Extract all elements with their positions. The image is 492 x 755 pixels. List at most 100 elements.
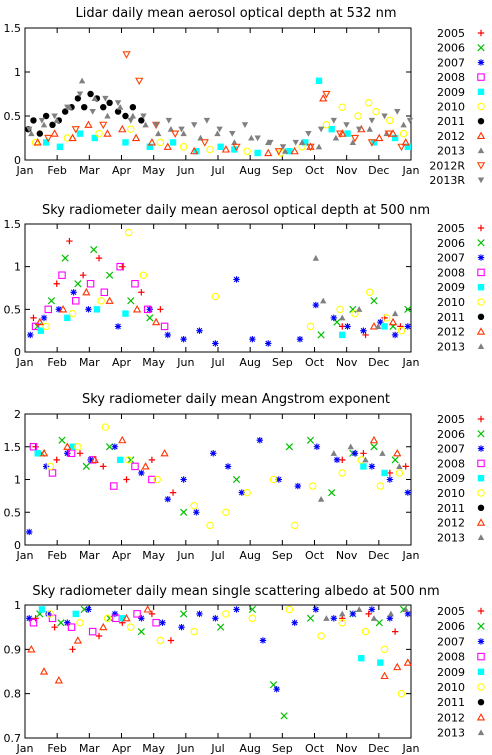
data-point [48, 614, 57, 623]
data-point [396, 463, 403, 469]
data-point [203, 117, 211, 124]
y-tick-label: 0.5 [4, 303, 22, 316]
y-tick-label: 0 [14, 539, 21, 552]
data-point [358, 655, 365, 662]
data-point [48, 469, 57, 477]
series-2011 [24, 90, 145, 137]
data-point [74, 95, 82, 102]
x-tick-label: May [142, 742, 165, 755]
data-point [29, 618, 38, 627]
x-tick-label: Jan [402, 356, 420, 369]
x-tick-label: Apr [112, 356, 132, 369]
x-tick-label: Aug [239, 549, 260, 562]
data-point [180, 610, 188, 618]
data-point [241, 122, 249, 128]
data-point [180, 508, 188, 516]
series-2012 [27, 605, 412, 684]
series-2012R [44, 51, 406, 156]
series-2013R [26, 91, 414, 150]
x-tick-label: Jan [402, 164, 420, 177]
data-point [64, 619, 71, 626]
data-point [129, 104, 137, 111]
x-tick-label: Jan [16, 164, 34, 177]
x-tick-label: Nov [336, 742, 358, 755]
data-point [153, 475, 161, 484]
series-2009 [37, 306, 388, 339]
data-point [85, 306, 92, 313]
data-point [44, 305, 53, 314]
legend-marker [476, 162, 486, 170]
data-point [370, 443, 378, 451]
data-point [116, 456, 124, 464]
data-point [32, 443, 39, 450]
data-point [114, 108, 122, 115]
data-point [394, 109, 401, 115]
data-point [248, 614, 257, 623]
chart-panel-3: Sky radiometer daily mean Angstrom expon… [4, 392, 486, 562]
data-point [402, 463, 409, 470]
legend-label: 2013 [437, 340, 465, 353]
data-point [290, 521, 299, 530]
series-2013 [323, 606, 409, 621]
series-2009 [38, 606, 384, 666]
legend-label: 2012 [437, 130, 465, 143]
data-point [305, 131, 312, 137]
data-point [387, 610, 395, 617]
data-point [397, 323, 404, 330]
data-point [333, 318, 341, 326]
series-2010 [46, 423, 404, 530]
data-point [292, 139, 299, 146]
data-point [28, 130, 35, 137]
data-point [259, 637, 267, 644]
x-tick-label: Dec [368, 164, 389, 177]
data-point [103, 129, 112, 137]
data-point [58, 271, 66, 279]
data-point [224, 463, 232, 470]
data-point [110, 482, 118, 490]
legend-marker [477, 284, 485, 291]
data-point [42, 139, 50, 146]
x-tick-label: Dec [368, 356, 389, 369]
data-point [404, 323, 412, 330]
series-2013 [312, 254, 399, 329]
data-point [393, 662, 402, 671]
data-point [42, 322, 50, 331]
data-point [312, 254, 320, 261]
legend-marker [477, 638, 485, 645]
legend-marker [477, 254, 485, 261]
data-point [81, 104, 88, 111]
data-point [156, 636, 165, 645]
data-point [214, 130, 221, 137]
data-point [344, 130, 351, 137]
series-2008 [29, 442, 156, 490]
data-point [273, 686, 280, 693]
data-point [169, 489, 177, 496]
data-point [138, 615, 145, 622]
data-point [343, 122, 350, 128]
series-2013 [28, 77, 407, 154]
data-point [231, 139, 238, 145]
data-point [53, 456, 60, 464]
data-point [171, 130, 180, 138]
data-point [105, 271, 114, 279]
data-point [377, 659, 384, 666]
data-point [99, 622, 108, 631]
legend-marker [477, 683, 485, 691]
data-point [333, 456, 341, 464]
data-point [317, 495, 325, 502]
legend-marker [477, 88, 485, 95]
legend-marker [477, 459, 485, 468]
legend-marker [477, 475, 485, 482]
data-point [211, 292, 220, 301]
series-2007 [26, 606, 412, 693]
data-point [163, 142, 172, 150]
x-tick-label: Jul [210, 164, 224, 177]
data-point [61, 254, 69, 262]
data-point [50, 129, 59, 137]
data-point [349, 139, 357, 145]
data-point [190, 146, 199, 155]
data-point [317, 632, 325, 640]
data-point [285, 605, 294, 614]
data-point [229, 131, 236, 137]
data-point [111, 443, 119, 450]
